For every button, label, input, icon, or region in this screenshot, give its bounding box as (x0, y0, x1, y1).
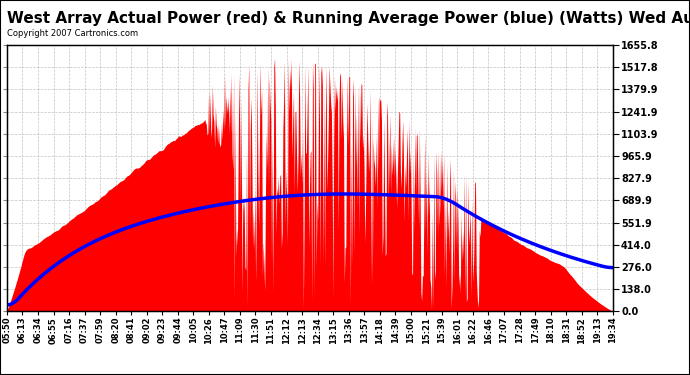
Text: West Array Actual Power (red) & Running Average Power (blue) (Watts) Wed Aug 1 2: West Array Actual Power (red) & Running … (7, 11, 690, 26)
Text: Copyright 2007 Cartronics.com: Copyright 2007 Cartronics.com (7, 29, 138, 38)
